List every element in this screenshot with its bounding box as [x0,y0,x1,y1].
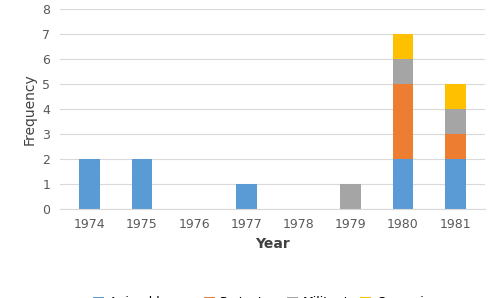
Bar [132,159,152,209]
Bar [236,184,257,209]
Bar [392,159,413,209]
Bar [392,34,413,59]
Legend: Animal lovers, Protester, Militant, Campaigner: Animal lovers, Protester, Militant, Camp… [88,291,458,298]
Y-axis label: Frequency: Frequency [22,73,36,145]
Bar [445,159,466,209]
Bar [80,159,100,209]
Bar [445,134,466,159]
X-axis label: Year: Year [255,237,290,251]
Bar [445,109,466,134]
Bar [392,84,413,159]
Bar [392,59,413,84]
Bar [445,84,466,109]
Bar [340,184,361,209]
